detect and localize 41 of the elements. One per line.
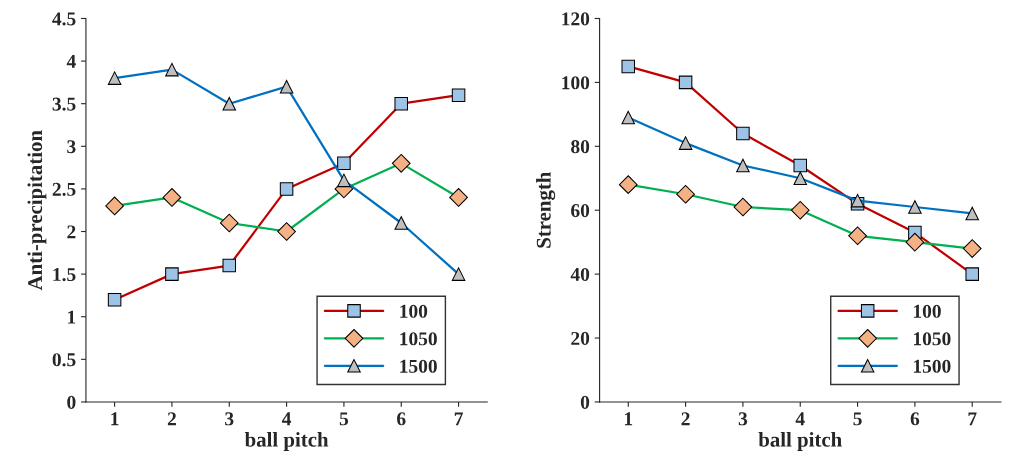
x-tick-label: 2 — [167, 412, 176, 426]
x-tick-label: 5 — [339, 412, 349, 426]
x-tick-label: 4 — [281, 412, 292, 426]
x-tick-label: 2 — [681, 412, 690, 426]
x-tick-label: 3 — [225, 412, 234, 426]
x-axis-title: ball pitch — [244, 432, 329, 451]
x-axis-title: ball pitch — [758, 432, 842, 451]
y-tick-label: 100 — [562, 76, 590, 90]
x-tick-label: 4 — [795, 412, 805, 426]
x-tick-label: 6 — [910, 412, 920, 426]
x-tick-label: 7 — [968, 412, 977, 426]
y-tick-label: 0 — [580, 395, 590, 409]
y-tick-label: 1.5 — [53, 268, 76, 282]
y-tick-label: 120 — [562, 12, 590, 26]
x-tick-label: 5 — [853, 412, 862, 426]
y-tick-label: 3 — [67, 140, 76, 154]
y-tick-label: 40 — [570, 267, 590, 282]
y-tick-label: 4.5 — [52, 12, 76, 26]
y-axis-title: Anti-precipitation — [27, 130, 47, 291]
legend-label: 1050 — [913, 332, 951, 346]
y-tick-label: 20 — [571, 331, 590, 345]
legend-label: 100 — [400, 304, 428, 318]
y-tick-label: 2 — [67, 225, 76, 239]
y-tick-label: 80 — [571, 140, 590, 154]
legend-label: 1050 — [400, 332, 437, 346]
x-tick-label: 7 — [454, 412, 463, 426]
y-tick-label: 3.5 — [52, 97, 76, 111]
x-tick-label: 6 — [397, 412, 406, 426]
legend-label: 1500 — [913, 359, 951, 373]
y-tick-label: 4 — [66, 55, 76, 68]
x-tick-label: 1 — [624, 412, 633, 426]
x-tick-label: 1 — [111, 412, 119, 426]
legend-label: 100 — [913, 304, 941, 318]
legend-label: 1500 — [400, 359, 437, 373]
y-tick-label: 1 — [68, 310, 76, 324]
y-tick-label: 0.5 — [52, 353, 76, 367]
y-tick-label: 2.5 — [52, 182, 76, 196]
y-tick-label: 0 — [67, 395, 76, 409]
y-tick-label: 60 — [571, 204, 590, 218]
y-axis-title: Strength — [536, 171, 556, 248]
x-tick-label: 3 — [738, 412, 748, 426]
